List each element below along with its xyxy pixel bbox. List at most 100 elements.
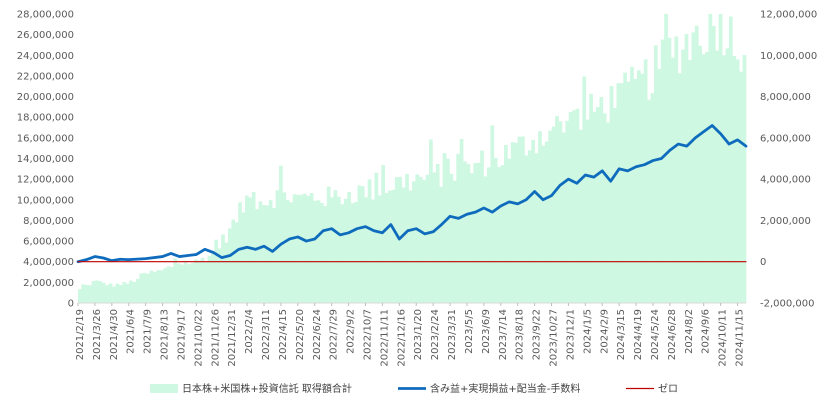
acquisition-bar <box>360 186 365 303</box>
acquisition-bar <box>616 83 621 304</box>
x-tick-label: 2021/2/19 <box>75 309 86 360</box>
acquisition-bar <box>425 174 430 303</box>
acquisition-bar <box>78 289 82 303</box>
x-tick-label: 2021/12/31 <box>227 309 238 367</box>
acquisition-bar <box>619 83 624 304</box>
acquisition-bar <box>262 205 266 303</box>
acquisition-bar <box>698 45 702 303</box>
acquisition-bar <box>166 266 171 303</box>
acquisition-bar <box>163 268 167 303</box>
acquisition-bar <box>183 260 188 303</box>
acquisition-bar <box>599 97 604 303</box>
acquisition-bar <box>350 203 355 303</box>
y-left-tick-label: 12,000,000 <box>17 175 74 186</box>
acquisition-bar <box>442 153 447 303</box>
x-tick-label: 2023/3/31 <box>447 309 458 360</box>
acquisition-bar <box>483 176 488 303</box>
acquisition-bar <box>602 113 607 303</box>
acquisition-bar <box>684 34 689 304</box>
acquisition-bar <box>187 264 191 303</box>
acquisition-bar <box>657 69 662 303</box>
acquisition-bar <box>497 167 501 303</box>
acquisition-bar <box>337 196 341 303</box>
acquisition-bar <box>728 16 733 303</box>
x-tick-label: 2023/9/22 <box>532 309 543 360</box>
acquisition-bar <box>544 141 549 303</box>
x-tick-label: 2024/11/15 <box>735 309 746 367</box>
acquisition-bar <box>565 120 570 303</box>
x-tick-label: 2024/3/15 <box>616 309 627 360</box>
y-left-tick-label: 22,000,000 <box>17 71 74 82</box>
acquisition-bar <box>105 285 109 303</box>
acquisition-bar <box>210 251 215 303</box>
acquisition-bar <box>292 194 297 303</box>
acquisition-bar <box>401 187 406 303</box>
acquisition-bar <box>255 209 259 303</box>
acquisition-bar <box>667 37 672 303</box>
acquisition-bar <box>739 71 743 304</box>
acquisition-bar <box>108 283 113 303</box>
acquisition-bar <box>643 59 648 303</box>
lines <box>76 124 748 264</box>
x-tick-label: 2021/3/26 <box>92 309 103 360</box>
y-right-tick-label: 10,000,000 <box>760 51 817 62</box>
acquisition-bar <box>715 50 720 304</box>
acquisition-bar <box>384 193 389 303</box>
x-tick-label: 2021/11/26 <box>210 309 221 367</box>
acquisition-bar <box>319 202 324 303</box>
acquisition-bar <box>585 119 590 303</box>
x-tick-label: 2023/12/1 <box>565 309 576 360</box>
acquisition-bar <box>316 200 321 303</box>
y-left-tick-label: 8,000,000 <box>23 216 74 227</box>
acquisition-bar <box>633 78 638 303</box>
x-tick-label: 2022/7/29 <box>329 309 340 360</box>
acquisition-bar <box>234 222 239 303</box>
x-tick-label: 2021/4/30 <box>109 309 120 360</box>
acquisition-bar <box>408 190 413 303</box>
acquisition-bar <box>115 283 120 303</box>
acquisition-bar <box>101 282 106 303</box>
acquisition-bar <box>371 199 375 303</box>
acquisition-bar <box>500 165 505 303</box>
acquisition-bar <box>309 193 314 303</box>
acquisition-bar <box>691 32 696 303</box>
legend-label: ゼロ <box>658 383 678 395</box>
legend: 日本株+米国株+投資信託 取得額合計 含み益+実現損益+配当金-手数料 ゼロ <box>150 382 678 395</box>
x-tick-label: 2024/8/2 <box>684 309 695 354</box>
acquisition-bar <box>568 112 573 303</box>
acquisition-bar <box>626 81 631 304</box>
y-left-tick-label: 4,000,000 <box>23 257 74 268</box>
y-left-tick-label: 16,000,000 <box>17 133 74 144</box>
acquisition-bar <box>190 263 195 303</box>
acquisition-bar <box>180 264 184 303</box>
acquisition-bar <box>418 176 423 303</box>
y-left-tick-label: 28,000,000 <box>17 10 74 21</box>
x-tick-label: 2021/7/9 <box>143 309 154 354</box>
acquisition-bar <box>238 202 242 303</box>
acquisition-bar <box>708 14 713 303</box>
acquisition-bar <box>613 107 617 303</box>
y-left-tick-label: 0 <box>68 299 74 310</box>
acquisition-bar <box>248 197 253 303</box>
acquisition-bar <box>705 51 709 304</box>
acquisition-bar <box>469 173 474 303</box>
acquisition-bar <box>374 172 379 303</box>
x-tick-label: 2022/3/11 <box>261 309 272 360</box>
acquisition-bars <box>78 14 747 304</box>
acquisition-bar <box>357 185 362 303</box>
y-right-tick-label: 2,000,000 <box>760 216 811 227</box>
acquisition-bar <box>221 234 225 303</box>
x-tick-label: 2024/9/6 <box>701 309 712 354</box>
acquisition-bar <box>173 258 178 303</box>
x-tick-label: 2022/9/2 <box>346 309 357 354</box>
x-tick-label: 2024/6/28 <box>667 309 678 360</box>
acquisition-bar <box>91 281 96 303</box>
x-tick-label: 2024/10/11 <box>718 309 729 367</box>
acquisition-bar <box>694 25 699 303</box>
acquisition-bar <box>125 283 130 303</box>
acquisition-bar <box>480 150 484 303</box>
acquisition-bar <box>521 136 525 303</box>
acquisition-bar <box>493 157 498 303</box>
acquisition-bar <box>429 139 433 303</box>
